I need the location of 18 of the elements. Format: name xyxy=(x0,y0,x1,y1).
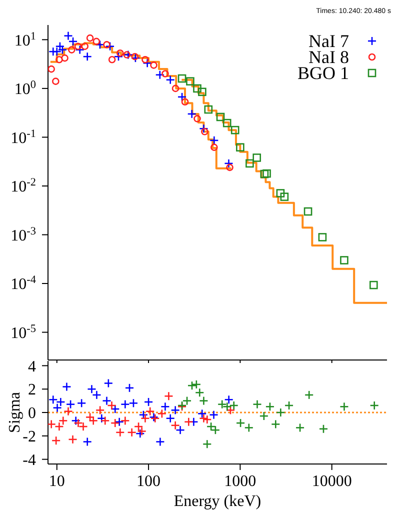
y-tick-label: 10$^{0}$ xyxy=(14,79,36,98)
x-tick-label: 100 xyxy=(136,473,161,490)
y-tick-label: 2 xyxy=(28,382,36,399)
y-tick-label: 0 xyxy=(28,405,36,422)
y-tick-label: 10$^{-4}$ xyxy=(10,274,36,294)
y-tick-label: 10$^{-2}$ xyxy=(10,176,36,196)
y-tick-label: 10$^{-3}$ xyxy=(10,225,36,244)
y-axis-title: Sigma xyxy=(6,392,24,433)
y-tick-label: -2 xyxy=(22,428,36,446)
y-tick-label: 10$^{-5}$ xyxy=(10,322,36,342)
x-axis-title: Energy (keV) xyxy=(174,493,262,510)
x-tick-label: 10000 xyxy=(312,473,352,490)
y-tick-label: -4 xyxy=(22,452,36,469)
x-tick-label: 1000 xyxy=(224,473,256,490)
x-tick-label: 10 xyxy=(48,473,65,490)
y-tick-label: 10$^{-1}$ xyxy=(10,128,36,147)
y-tick-label: 10$^{1}$ xyxy=(14,30,36,50)
y-tick-label: 4 xyxy=(28,358,36,376)
